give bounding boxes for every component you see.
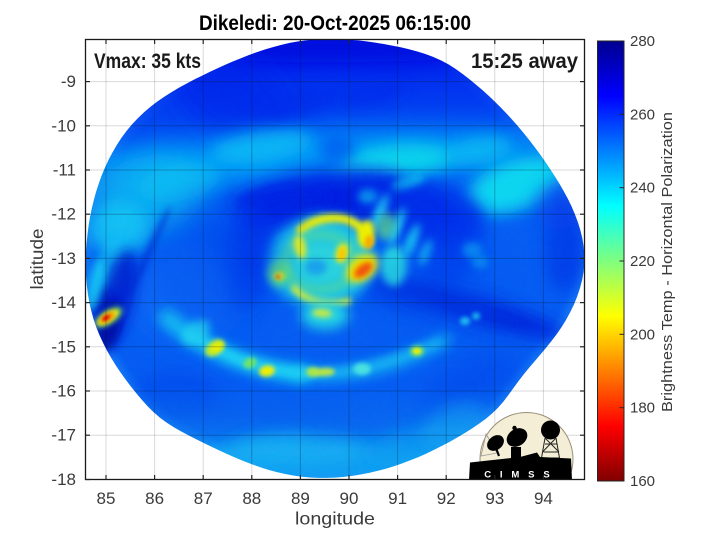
svg-text:280: 280 (630, 33, 655, 50)
svg-text:-16: -16 (51, 382, 76, 401)
svg-text:240: 240 (630, 180, 655, 197)
svg-text:latitude: latitude (27, 229, 47, 290)
svg-text:90: 90 (340, 489, 359, 508)
svg-text:Brightness Temp - Horizontal P: Brightness Temp - Horizontal Polarizatio… (659, 112, 676, 412)
svg-text:89: 89 (291, 489, 310, 508)
svg-text:C I M S S: C I M S S (484, 470, 553, 481)
svg-text:87: 87 (194, 489, 213, 508)
svg-text:92: 92 (437, 489, 456, 508)
svg-text:Dikeledi: 20-Oct-2025 06:15:00: Dikeledi: 20-Oct-2025 06:15:00 (199, 12, 471, 35)
svg-text:-13: -13 (51, 249, 76, 268)
svg-text:-17: -17 (51, 426, 76, 445)
svg-text:260: 260 (630, 106, 655, 123)
svg-text:-11: -11 (53, 161, 76, 180)
svg-text:longitude: longitude (295, 509, 375, 529)
svg-text:Vmax: 35 kts: Vmax: 35 kts (94, 50, 201, 73)
svg-text:-14: -14 (51, 293, 76, 312)
svg-text:15:25 away: 15:25 away (471, 50, 578, 73)
svg-text:-10: -10 (51, 116, 76, 135)
svg-text:88: 88 (242, 489, 261, 508)
svg-text:86: 86 (145, 489, 164, 508)
svg-text:-18: -18 (51, 470, 76, 489)
svg-text:91: 91 (388, 489, 407, 508)
svg-text:93: 93 (485, 489, 504, 508)
svg-text:-15: -15 (51, 337, 76, 356)
svg-text:-12: -12 (51, 205, 76, 224)
svg-text:180: 180 (630, 400, 655, 417)
svg-text:94: 94 (534, 489, 553, 508)
svg-text:85: 85 (97, 489, 116, 508)
svg-text:160: 160 (630, 473, 655, 490)
svg-text:200: 200 (630, 326, 655, 343)
svg-text:220: 220 (630, 253, 655, 270)
svg-text:-9: -9 (61, 72, 76, 91)
